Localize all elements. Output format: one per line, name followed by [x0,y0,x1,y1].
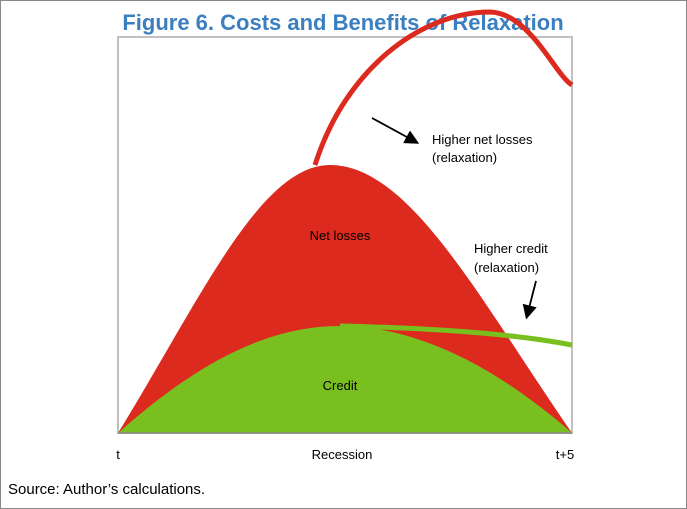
annotation: Higher net losses [432,132,533,147]
arrow [522,280,537,320]
label: Credit [323,378,358,393]
label: Net losses [310,228,371,243]
x-label: t+5 [556,447,574,462]
higher-credit-line [339,323,573,348]
annotation: (relaxation) [474,260,539,275]
arrow [371,117,420,144]
annotation: Higher credit [474,241,548,256]
source: Source: Author’s calculations. [8,481,205,498]
x-label: Recession [312,447,373,462]
credit-area [118,326,572,433]
higher-net-losses-line [312,9,574,166]
x-label: t [116,447,120,462]
annotation: (relaxation) [432,150,497,165]
